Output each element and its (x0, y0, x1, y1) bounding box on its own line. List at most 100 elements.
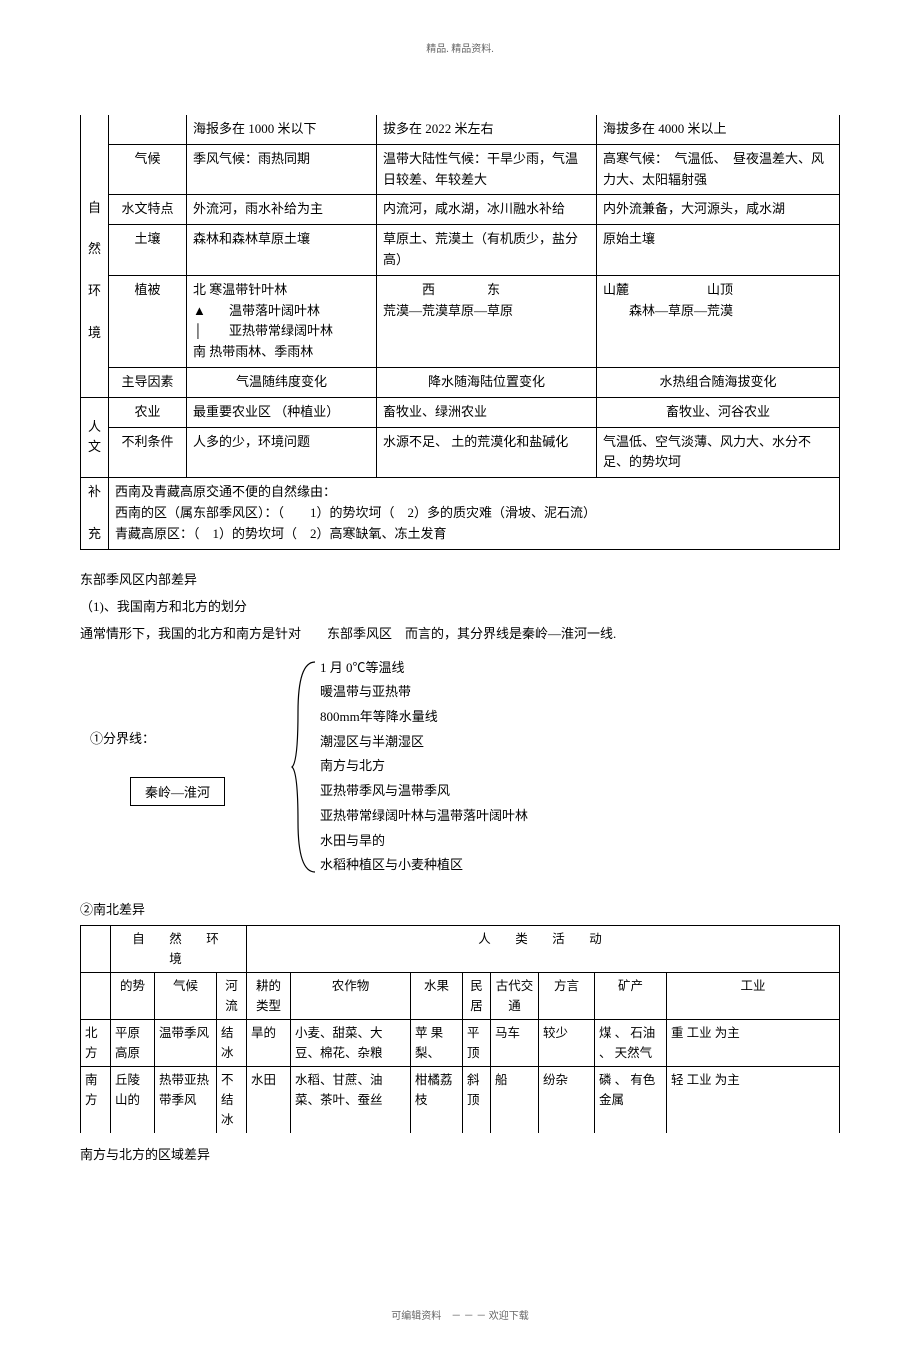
cell: 不结冰 (217, 1067, 247, 1134)
section-title: 东部季风区内部差异 (80, 568, 840, 591)
cell: 农业 (109, 397, 187, 427)
cell: 热带亚热 带季风 (155, 1067, 217, 1134)
cell: 季风气候：雨热同期 (187, 144, 377, 195)
cell: 高寒气候： 气温低、 昼夜温差大、风力大、太阳辐射强 (597, 144, 840, 195)
cell: 土壤 (109, 225, 187, 276)
list-item: 南方与北方 (320, 754, 528, 779)
cell: 较少 (539, 1020, 595, 1067)
cell: 水热组合随海拔变化 (597, 367, 840, 397)
cell: 海报多在 1000 米以下 (187, 115, 377, 144)
header-cell: 人 类 活 动 (247, 926, 840, 973)
header-cell: 矿产 (595, 973, 667, 1020)
header-cell (81, 973, 111, 1020)
natural-regions-table: 海报多在 1000 米以下 拔多在 2022 米左右 海拔多在 4000 米以上… (80, 115, 840, 550)
cell: 平顶 (463, 1020, 491, 1067)
cell: 植被 (109, 275, 187, 367)
cell: 最重要农业区 （种植业） (187, 397, 377, 427)
cell: 气温低、空气淡薄、风力大、水分不足、的势坎坷 (597, 427, 840, 478)
header-cell: 河流 (217, 973, 247, 1020)
header-cell: 自 然 环 境 (111, 926, 247, 973)
list-item: 1 月 0℃等温线 (320, 656, 528, 681)
body-text: 通常情形下，我国的北方和南方是针对 东部季风区 而言的，其分界线是秦岭—淮河一线… (80, 622, 840, 645)
cell: 小麦、甜菜、大豆、棉花、杂粮 (291, 1020, 411, 1067)
cell: 温带季风 (155, 1020, 217, 1067)
arrow-up-icon: ▲ (193, 301, 203, 322)
cell: 轻 工业 为主 (667, 1067, 840, 1134)
cell: 降水随海陆位置变化 (377, 367, 597, 397)
north-south-table: 自 然 环 境 人 类 活 动 的势 气候 河流 耕的类型 农作物 水果 民居 … (80, 925, 840, 1133)
list-item: 亚热带季风与温带季风 (320, 779, 528, 804)
cell: 气候 (109, 144, 187, 195)
vegetation-cell: 北 寒温带针叶林 ▲ 温带落叶阔叶林 │ 亚热带常绿阔叶林 南 热带雨林、季雨林 (187, 275, 377, 367)
cell: 原始土壤 (597, 225, 840, 276)
header-cell: 水果 (411, 973, 463, 1020)
side-label: 环 (87, 281, 102, 302)
cell: 主导因素 (109, 367, 187, 397)
cell: 重 工业 为主 (667, 1020, 840, 1067)
header-cell: 古代交通 (491, 973, 539, 1020)
boundary-label: ①分界线： (90, 728, 290, 747)
supplement-cell: 西南及青藏高原交通不便的自然缘由： 西南的区（属东部季风区）：（ 1）的势坎坷（… (109, 478, 840, 549)
cell: 水源不足、 土的荒漠化和盐碱化 (377, 427, 597, 478)
cell: 温带大陆性气候：干旱少雨，气温日较差、年较差大 (377, 144, 597, 195)
list-item: 暖温带与亚热带 (320, 680, 528, 705)
list-item: 800mm年等降水量线 (320, 705, 528, 730)
boundary-box: 秦岭—淮河 (130, 777, 225, 806)
side-label: 文 (87, 437, 102, 458)
cell: 外流河，雨水补给为主 (187, 195, 377, 225)
header-cell: 气候 (155, 973, 217, 1020)
cell: 海拔多在 4000 米以上 (597, 115, 840, 144)
section-title: 南方与北方的区域差异 (80, 1143, 840, 1166)
list-item: 亚热带常绿阔叶林与温带落叶阔叶林 (320, 804, 528, 829)
cell: 苹 果梨、 (411, 1020, 463, 1067)
cell: 船 (491, 1067, 539, 1134)
side-label: 补 (87, 482, 102, 503)
cell: 人多的少，环境问题 (187, 427, 377, 478)
cell: 丘陵山的 (111, 1067, 155, 1134)
cell: 山麓 山顶 森林—草原—荒漠 (597, 275, 840, 367)
cell: 旱的 (247, 1020, 291, 1067)
header-cell: 的势 (111, 973, 155, 1020)
cell: 不利条件 (109, 427, 187, 478)
cell: 结冰 (217, 1020, 247, 1067)
side-label: 充 (87, 524, 102, 545)
list-item: 水田与旱的 (320, 829, 528, 854)
cell: 磷 、 有色金属 (595, 1067, 667, 1134)
cell: 畜牧业、河谷农业 (597, 397, 840, 427)
page-header-watermark: 精品. 精品资料. (80, 40, 840, 55)
cell: 平原高原 (111, 1020, 155, 1067)
cell: 水田 (247, 1067, 291, 1134)
brace-icon (290, 657, 320, 877)
cell: 煤 、 石油 、 天然气 (595, 1020, 667, 1067)
subsection: ②南北差异 (80, 898, 840, 921)
boundary-diagram: ①分界线： 秦岭—淮河 1 月 0℃等温线 暖温带与亚热带 800mm年等降水量… (80, 656, 840, 878)
page-footer-watermark: 可编辑资料 － － － 欢迎下载 (80, 1307, 840, 1322)
header-cell: 民居 (463, 973, 491, 1020)
arrow-line-icon: │ (193, 321, 203, 342)
side-label: 人 (87, 417, 102, 438)
side-label: 自 (87, 198, 102, 219)
cell: 纷杂 (539, 1067, 595, 1134)
cell (109, 115, 187, 144)
cell: 拔多在 2022 米左右 (377, 115, 597, 144)
cell: 北方 (81, 1020, 111, 1067)
list-item: 潮湿区与半潮湿区 (320, 730, 528, 755)
cell: 水文特点 (109, 195, 187, 225)
cell: 马车 (491, 1020, 539, 1067)
cell: 南方 (81, 1067, 111, 1134)
side-label: 境 (87, 323, 102, 344)
subsection: （1)、我国南方和北方的划分 (80, 595, 840, 618)
boundary-list: 1 月 0℃等温线 暖温带与亚热带 800mm年等降水量线 潮湿区与半潮湿区 南… (320, 656, 528, 878)
cell: 森林和森林草原土壤 (187, 225, 377, 276)
cell: 畜牧业、绿洲农业 (377, 397, 597, 427)
header-cell: 工业 (667, 973, 840, 1020)
cell: 斜顶 (463, 1067, 491, 1134)
cell: 草原土、荒漠土（有机质少，盐分高） (377, 225, 597, 276)
cell: 内外流兼备，大河源头，咸水湖 (597, 195, 840, 225)
cell: 柑橘荔枝 (411, 1067, 463, 1134)
cell: 气温随纬度变化 (187, 367, 377, 397)
cell: 内流河，咸水湖，冰川融水补给 (377, 195, 597, 225)
cell: 水稻、甘蔗、油菜、茶叶、蚕丝 (291, 1067, 411, 1134)
cell: 西 东 荒漠—荒漠草原—草原 (377, 275, 597, 367)
header-cell: 农作物 (291, 973, 411, 1020)
